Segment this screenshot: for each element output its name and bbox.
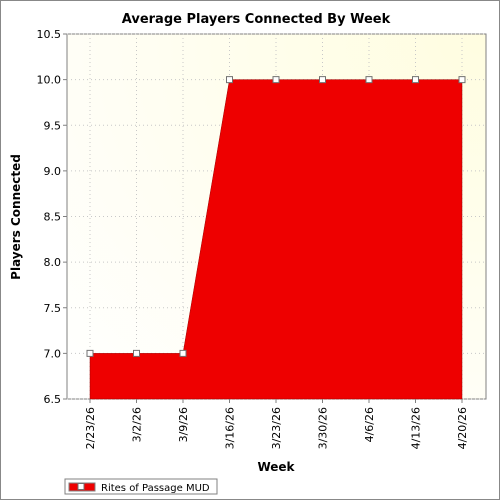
data-point <box>412 76 419 84</box>
data-point <box>133 349 140 357</box>
y-tick-label: 10.0 <box>37 74 62 87</box>
data-point <box>272 76 280 84</box>
x-tick-label: 3/30/26 <box>317 407 330 449</box>
x-tick-label: 3/16/26 <box>224 407 237 449</box>
y-tick-label: 6.5 <box>44 393 62 406</box>
y-tick-label: 7.0 <box>44 347 62 360</box>
x-tick-label: 4/13/26 <box>410 407 423 449</box>
x-tick-labels: 2/23/26 3/2/26 3/9/26 3/16/26 3/23/26 3/30/26… <box>84 407 469 449</box>
y-tick-label: 9.5 <box>44 119 62 132</box>
data-markers <box>86 76 466 357</box>
legend-box <box>64 478 218 495</box>
x-tick-label: 3/9/26 <box>177 407 190 442</box>
y-tick-label: 8.0 <box>44 256 62 269</box>
area-series <box>89 79 463 400</box>
x-tick-label: 4/6/26 <box>363 407 376 442</box>
data-point <box>86 349 94 357</box>
data-point <box>226 76 233 84</box>
x-tick-label: 3/2/26 <box>131 407 144 442</box>
y-tick-label: 7.5 <box>44 302 62 315</box>
chart-title: Average Players Connected By Week <box>122 12 391 27</box>
series-area <box>89 79 463 400</box>
data-point <box>319 76 326 84</box>
legend-label: Rites of Passage MUD <box>101 483 210 494</box>
x-tick-label: 4/20/26 <box>456 407 469 449</box>
data-point <box>458 76 466 84</box>
legend-marker-icon <box>77 483 85 490</box>
data-point <box>365 76 373 84</box>
x-axis-label: Week <box>257 460 295 474</box>
data-point <box>179 349 187 357</box>
y-tick-label: 10.5 <box>37 28 62 41</box>
x-tick-label: 3/23/26 <box>270 407 283 449</box>
y-tick-label: 9.0 <box>44 165 62 178</box>
x-tick-label: 2/23/26 <box>84 407 97 449</box>
y-tick-label: 8.5 <box>44 211 62 224</box>
y-tick-labels: 6.5 7.0 7.5 8.0 8.5 9.0 9.5 10.0 10.5 <box>37 28 62 406</box>
legend: Rites of Passage MUD <box>64 478 218 495</box>
y-axis-label: Players Connected <box>9 154 23 280</box>
axes <box>63 33 463 403</box>
